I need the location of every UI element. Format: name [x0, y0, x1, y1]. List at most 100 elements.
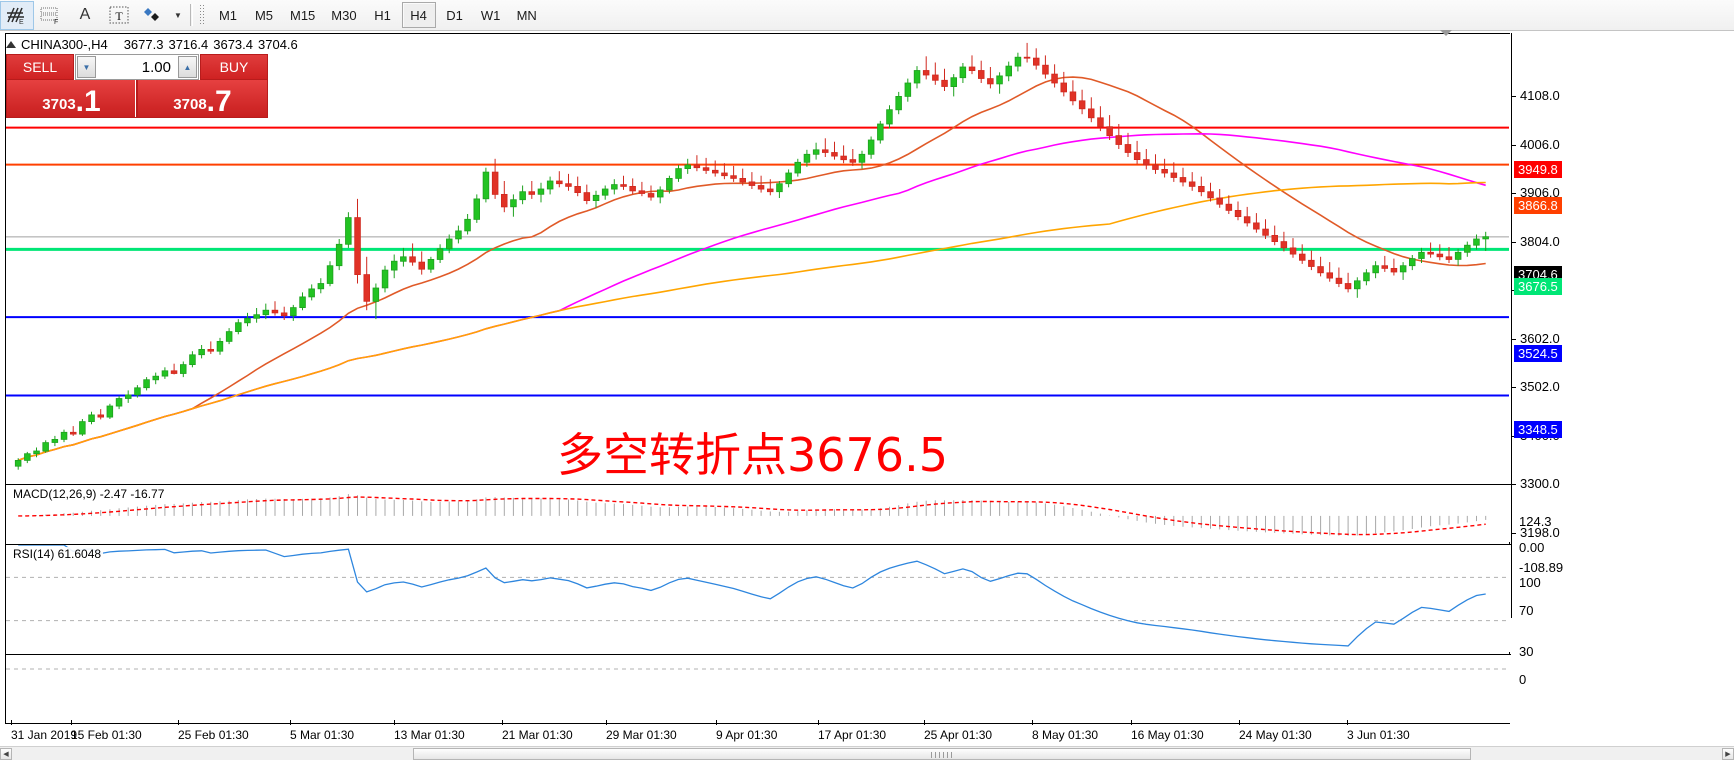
candle-body [1390, 267, 1398, 273]
candle-body [1179, 177, 1187, 183]
collapse-triangle-icon[interactable] [6, 40, 16, 48]
timeframe-h1[interactable]: H1 [374, 7, 391, 23]
timeframe-m1[interactable]: M1 [218, 7, 238, 23]
candle-body [666, 177, 673, 191]
scroll-left-arrow-icon[interactable]: ◀ [0, 748, 12, 760]
objects-dropdown-caret-icon[interactable]: ▼ [174, 10, 182, 20]
candle-body [996, 75, 1003, 85]
time-tick-label: 31 Jan 2019 [11, 728, 78, 742]
buy-price-button[interactable]: 3708 .7 [137, 80, 268, 118]
text-label-icon[interactable]: T [102, 1, 136, 30]
candle-body [684, 164, 692, 169]
support-level-blue-2[interactable]: 3348.5 [1514, 421, 1562, 438]
objects-icon[interactable] [136, 1, 170, 30]
candle-body [537, 188, 545, 195]
timeframe-m5[interactable]: M5 [254, 7, 274, 23]
trade-action-row: SELL ▼ 1.00 ▲ BUY [6, 54, 268, 80]
sell-price-fraction: .1 [75, 85, 101, 118]
candle-body [1445, 256, 1453, 260]
candle-body [1106, 126, 1113, 136]
chart-frame[interactable]: 多空转折点3676.5 MACD(12,26,9) -2.47 -16.77 R… [5, 33, 1511, 724]
candle-body [390, 260, 398, 271]
candle-body [152, 375, 159, 381]
time-tick-mark [716, 720, 717, 725]
time-tick-label: 5 Mar 01:30 [290, 728, 355, 742]
candle-body [1234, 209, 1242, 217]
timeframe-h4[interactable]: H4 [401, 2, 436, 28]
volume-increase-button[interactable]: ▲ [178, 56, 197, 78]
price-tick-mark [1511, 339, 1516, 340]
candle-body [867, 139, 875, 155]
toolbar-drag-handle[interactable] [199, 4, 204, 26]
time-tick-mark [606, 720, 607, 725]
horizontal-scrollbar[interactable]: ◀ ▶ [0, 746, 1734, 760]
timeframe-mn[interactable]: MN [516, 7, 537, 23]
candle-body [33, 450, 40, 455]
empty-pane [6, 654, 1511, 723]
candle-body [1280, 241, 1288, 249]
buy-button[interactable]: BUY [200, 54, 268, 80]
candle-body [317, 283, 325, 290]
time-tick-mark [1347, 720, 1348, 725]
price-axis[interactable]: 4108.04006.03906.03804.03704.63602.03502… [1511, 33, 1734, 724]
candle-body [702, 167, 710, 171]
support-level-blue-1[interactable]: 3524.5 [1514, 345, 1562, 362]
time-tick-label: 21 Mar 01:30 [502, 728, 573, 742]
timeframe-d1[interactable]: D1 [446, 7, 463, 23]
candle-body [409, 256, 416, 263]
candle-body [1078, 100, 1086, 110]
one-click-trading-panel[interactable]: SELL ▼ 1.00 ▲ BUY 3703 .1 3708 .7 [6, 54, 268, 118]
candle-body [271, 309, 279, 314]
rsi-tick-label: 70 [1519, 603, 1534, 618]
candle-body [42, 442, 49, 452]
timeframe-m30[interactable]: M30 [331, 7, 357, 23]
rsi-indicator-label: RSI(14) 61.6048 [11, 547, 104, 561]
pane-collapse-icon[interactable] [1440, 30, 1452, 36]
volume-decrease-button[interactable]: ▼ [77, 56, 96, 78]
scroll-right-arrow-icon[interactable]: ▶ [1722, 748, 1734, 760]
rsi-pane[interactable]: RSI(14) 61.6048 [6, 544, 1511, 652]
candle-body [657, 189, 664, 198]
sell-price-button[interactable]: 3703 .1 [6, 80, 137, 118]
candle-body [161, 370, 169, 377]
price-tick-mark [1511, 387, 1516, 388]
resistance-level-red[interactable]: 3949.8 [1514, 161, 1562, 178]
candle-body [693, 164, 701, 169]
candle-body [950, 77, 958, 88]
candle-body [1014, 56, 1022, 67]
time-tick-label: 25 Apr 01:30 [924, 728, 993, 742]
candle-body [1299, 253, 1306, 261]
scrollbar-thumb[interactable] [413, 748, 1471, 760]
candle-body [840, 155, 847, 161]
candle-body [748, 181, 756, 186]
time-tick-mark [502, 720, 503, 725]
volume-value[interactable]: 1.00 [141, 58, 171, 76]
candle-body [445, 238, 453, 250]
indicators-icon[interactable]: E [0, 0, 34, 30]
candle-body [932, 74, 939, 81]
candle-body [913, 70, 921, 84]
timeframe-w1[interactable]: W1 [480, 7, 501, 23]
candle-body [794, 161, 802, 174]
time-axis[interactable]: 31 Jan 2019 15 Feb 01:30 25 Feb 01:30 5 Mar… [5, 720, 1510, 746]
text-tool-icon[interactable]: A [79, 6, 91, 23]
candle-body [620, 184, 627, 187]
candle-body [189, 354, 196, 365]
time-tick-label: 17 Apr 01:30 [818, 728, 887, 742]
pivot-level-green[interactable]: 3676.5 [1514, 278, 1562, 295]
candle-body [253, 314, 260, 319]
macd-pane[interactable]: MACD(12,26,9) -2.47 -16.77 [6, 484, 1511, 542]
grid-template-icon[interactable]: F [34, 1, 68, 30]
candle-body [24, 453, 31, 461]
symbol-label: CHINA300-,H4 [21, 36, 108, 52]
candle-body [1170, 172, 1178, 178]
candle-body [491, 171, 499, 195]
resistance-level-orange[interactable]: 3866.8 [1514, 197, 1562, 214]
candle-body [1308, 259, 1315, 267]
timeframe-m15[interactable]: M15 [290, 7, 316, 23]
volume-input-group[interactable]: ▼ 1.00 ▲ [75, 54, 199, 80]
candle-body [1216, 197, 1223, 205]
candle-body [629, 185, 636, 192]
sell-button[interactable]: SELL [6, 54, 74, 80]
